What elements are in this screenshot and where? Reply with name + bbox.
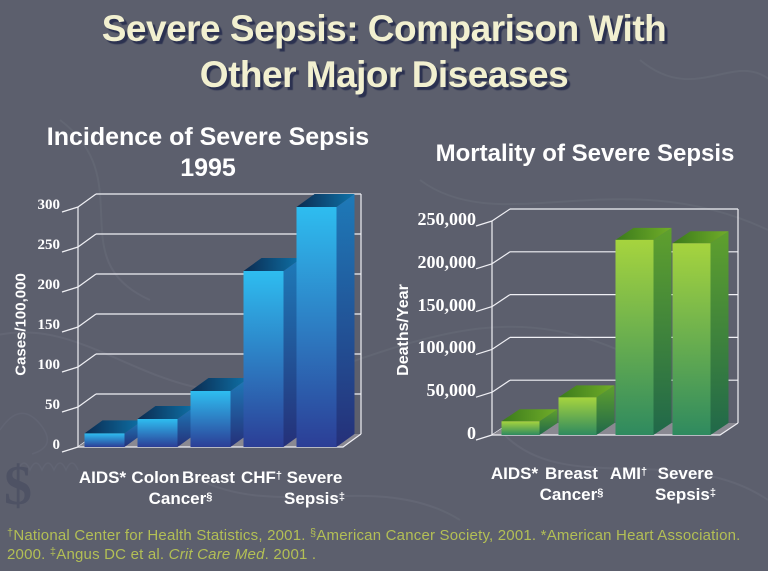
- mortality-bar-breast-cancer: [558, 385, 615, 435]
- incidence-ytick-250: 250: [37, 237, 61, 253]
- mortality-category-ami: AMI†: [609, 464, 648, 483]
- mortality-chart-title: Mortality of Severe Sepsis: [405, 139, 765, 169]
- slide-title: Severe Sepsis: Comparison With Other Maj…: [0, 6, 768, 98]
- mortality-category-aids: AIDS*: [490, 464, 539, 483]
- slide-title-line1: Severe Sepsis: Comparison With: [101, 8, 667, 49]
- incidence-ytick-200: 200: [37, 277, 61, 293]
- mortality-chart-title-line1: Mortality of Severe Sepsis: [435, 140, 735, 167]
- incidence-category-colon: Colon: [131, 468, 180, 487]
- incidence-bar-colon-cancer: [137, 406, 196, 447]
- mortality-category-sepsis: Sepsis‡: [655, 485, 716, 504]
- incidence-category-cancer: Cancer§: [148, 489, 213, 508]
- footnote-line1: †National Center for Health Statistics, …: [7, 527, 741, 544]
- mortality-category-severe: Severe: [657, 464, 714, 483]
- mortality-ytick-50000: 50,000: [426, 380, 477, 401]
- incidence-category-sepsis: Sepsis‡: [284, 489, 345, 508]
- incidence-bar-chf: [243, 258, 302, 447]
- mortality-ytick-100000: 100,000: [417, 337, 477, 358]
- incidence-ytick-0: 0: [52, 437, 61, 453]
- footnote-line2: 2000. ‡Angus DC et al. Crit Care Med. 20…: [7, 546, 317, 563]
- incidence-chart-title-line1: Incidence of Severe Sepsis: [46, 123, 370, 151]
- incidence-bar-severe-sepsis: [296, 194, 355, 447]
- incidence-ytick-100: 100: [37, 357, 61, 373]
- incidence-ytick-300: 300: [37, 197, 61, 213]
- mortality-category-cancer: Cancer§: [539, 485, 604, 504]
- mortality-ytick-150000: 150,000: [417, 294, 477, 315]
- incidence-chart-title-line2: 1995: [180, 154, 236, 182]
- incidence-bar-breast: [190, 378, 249, 447]
- mortality-ytick-0: 0: [467, 423, 476, 443]
- incidence-category-severe: Severe: [286, 468, 343, 487]
- incidence-category-aids: AIDS*: [78, 468, 127, 487]
- mortality-bar-aids: [501, 409, 558, 435]
- incidence-category-breast: Breast: [182, 468, 235, 487]
- incidence-bar-aids: [84, 420, 143, 447]
- mortality-ytick-250000: 250,000: [417, 209, 477, 229]
- mortality-bar-ami: [615, 227, 672, 435]
- dollar-watermark: $: [4, 455, 32, 517]
- mortality-category-breast: Breast: [545, 464, 598, 483]
- incidence-category-chf: CHF†: [240, 468, 283, 487]
- incidence-chart-title: Incidence of Severe Sepsis 1995: [28, 122, 388, 184]
- incidence-ytick-150: 150: [37, 317, 61, 333]
- mortality-bar-severe-sepsis: [672, 231, 729, 435]
- mortality-ytick-200000: 200,000: [417, 251, 477, 272]
- slide-title-line2: Other Major Diseases: [199, 54, 569, 95]
- incidence-ytick-50: 50: [45, 397, 60, 413]
